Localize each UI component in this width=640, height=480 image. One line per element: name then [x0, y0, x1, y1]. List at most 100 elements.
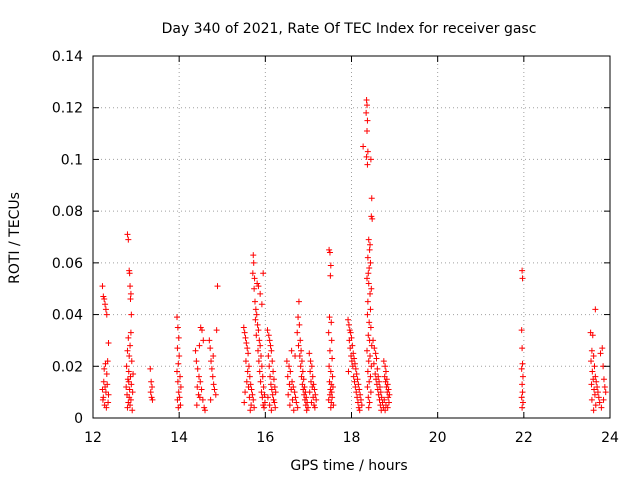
- y-tick-label: 0.06: [52, 256, 83, 272]
- data-point: [354, 394, 361, 401]
- data-point: [201, 404, 208, 411]
- data-point: [363, 109, 370, 116]
- data-point: [374, 365, 381, 372]
- data-point: [127, 342, 134, 349]
- data-point: [100, 378, 107, 385]
- data-point: [127, 329, 134, 336]
- data-point: [268, 407, 275, 414]
- data-point: [127, 402, 134, 409]
- data-point: [285, 391, 292, 398]
- data-point: [286, 363, 293, 370]
- data-point: [308, 378, 315, 385]
- data-point: [254, 321, 261, 328]
- data-point: [588, 347, 595, 354]
- data-point: [594, 383, 601, 390]
- data-point: [377, 402, 384, 409]
- data-point: [258, 363, 265, 370]
- data-point: [365, 280, 372, 287]
- data-point: [194, 365, 201, 372]
- data-point: [366, 246, 373, 253]
- data-point: [353, 371, 360, 378]
- data-point: [174, 324, 181, 331]
- data-point: [265, 352, 272, 359]
- data-point: [129, 389, 136, 396]
- data-point: [248, 386, 255, 393]
- data-point: [375, 391, 382, 398]
- data-point: [270, 368, 277, 375]
- data-point: [365, 358, 372, 365]
- data-point: [368, 363, 375, 370]
- data-point: [370, 360, 377, 367]
- data-point: [367, 389, 374, 396]
- data-point: [288, 347, 295, 354]
- data-point: [255, 347, 262, 354]
- data-point: [124, 404, 131, 411]
- data-point: [595, 394, 602, 401]
- data-point: [195, 373, 202, 380]
- data-point: [365, 394, 372, 401]
- data-point: [385, 394, 392, 401]
- data-point: [128, 311, 135, 318]
- data-point: [382, 407, 389, 414]
- data-point: [364, 161, 371, 168]
- data-point: [147, 365, 154, 372]
- data-point: [206, 337, 213, 344]
- data-point: [286, 381, 293, 388]
- data-point: [123, 383, 130, 390]
- data-point: [102, 360, 109, 367]
- data-point: [255, 358, 262, 365]
- data-point: [124, 347, 131, 354]
- data-point: [211, 386, 218, 393]
- data-point: [127, 283, 134, 290]
- data-point: [103, 371, 110, 378]
- data-point: [374, 386, 381, 393]
- data-point: [296, 321, 303, 328]
- data-point: [212, 391, 219, 398]
- data-point: [364, 148, 371, 155]
- data-point: [589, 332, 596, 339]
- data-point: [213, 327, 220, 334]
- data-point: [243, 340, 250, 347]
- data-point: [177, 373, 184, 380]
- x-tick-label: 18: [343, 430, 361, 446]
- data-point: [352, 383, 359, 390]
- data-point: [124, 376, 131, 383]
- data-point: [519, 399, 526, 406]
- data-point: [597, 350, 604, 357]
- data-point: [519, 404, 526, 411]
- data-point: [373, 376, 380, 383]
- data-point: [364, 102, 371, 109]
- data-point: [193, 358, 200, 365]
- data-point: [200, 337, 207, 344]
- data-point: [330, 402, 337, 409]
- data-point: [105, 391, 112, 398]
- data-point: [326, 246, 333, 253]
- data-point: [368, 342, 375, 349]
- data-point: [383, 376, 390, 383]
- data-point: [286, 402, 293, 409]
- x-tick-label: 14: [170, 430, 188, 446]
- data-point: [366, 265, 373, 272]
- data-point: [174, 396, 181, 403]
- data-point: [252, 306, 259, 313]
- data-point: [326, 249, 333, 256]
- data-point: [294, 329, 301, 336]
- data-point: [245, 383, 252, 390]
- data-point: [329, 394, 336, 401]
- data-point: [284, 373, 291, 380]
- data-point: [327, 262, 334, 269]
- data-point: [250, 396, 257, 403]
- data-point: [147, 389, 154, 396]
- data-point: [250, 259, 257, 266]
- data-point: [245, 363, 252, 370]
- data-point: [249, 391, 256, 398]
- data-point: [600, 376, 607, 383]
- data-point: [345, 316, 352, 323]
- data-point: [299, 368, 306, 375]
- data-point: [367, 290, 374, 297]
- data-point: [105, 340, 112, 347]
- data-point: [358, 402, 365, 409]
- data-point: [367, 241, 374, 248]
- data-point: [260, 270, 267, 277]
